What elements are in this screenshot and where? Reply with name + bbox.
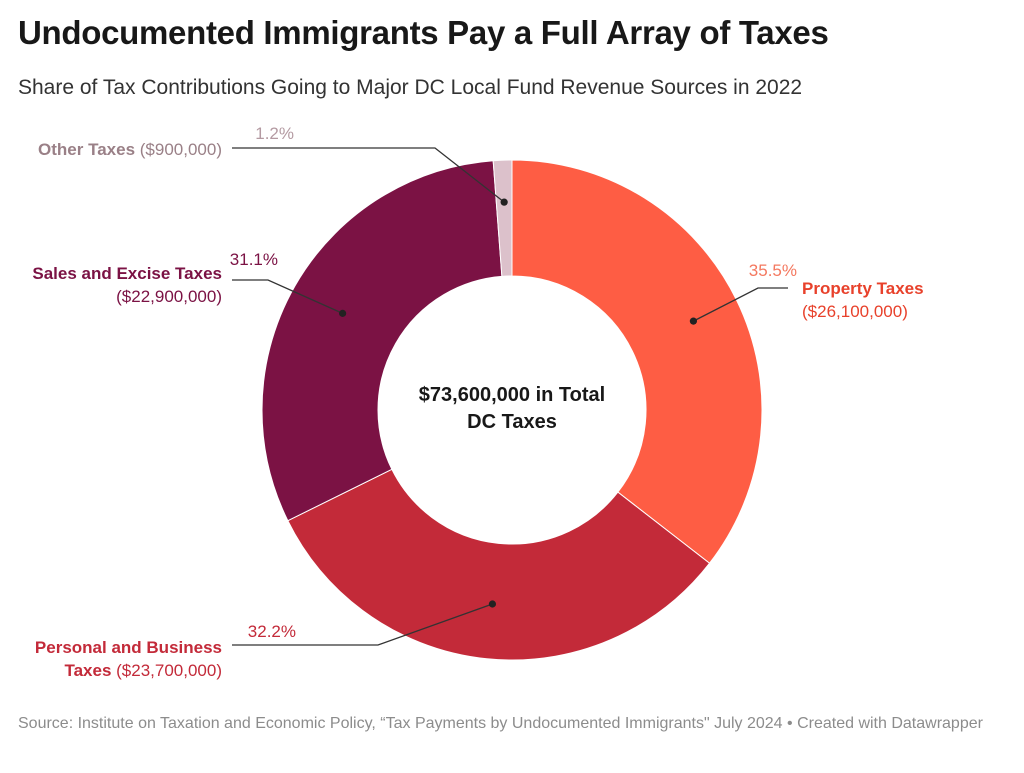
- slice-amount-property-taxes: ($26,100,000): [802, 302, 908, 321]
- slice-amount-other-taxes: ($900,000): [135, 140, 222, 159]
- pct-label-property-taxes: 35.5%: [749, 261, 797, 280]
- leader-dot-personal-and-business-taxes: [488, 600, 497, 608]
- slice-amount-personal-and-business-taxes: ($23,700,000): [111, 661, 222, 680]
- pct-label-personal-and-business-taxes: 32.2%: [248, 622, 296, 641]
- center-label-line: $73,600,000 in Total: [419, 384, 605, 406]
- donut-chart: $73,600,000 in Total DC Taxes 35.5% Proper…: [32, 124, 923, 680]
- leader-line-property-taxes: [693, 287, 788, 322]
- leader-line-personal-and-business-taxes: [232, 603, 493, 646]
- pct-label-sales-and-excise-taxes: 31.1%: [230, 250, 278, 269]
- leader-dot-sales-and-excise-taxes: [339, 309, 347, 317]
- slice-name-personal-and-business-taxes: Taxes ($23,700,000): [64, 661, 222, 680]
- slice-sales-and-excise-taxes: [261, 160, 503, 522]
- slice-property-taxes: [511, 159, 763, 564]
- chart-subtitle: Share of Tax Contributions Going to Majo…: [18, 76, 803, 99]
- slice-name-personal-and-business-taxes: Personal and Business: [35, 638, 222, 657]
- slice-other-taxes: [492, 159, 513, 277]
- center-label-line: DC Taxes: [467, 411, 557, 433]
- source-note: Source: Institute on Taxation and Econom…: [18, 715, 983, 732]
- donut-slices: [261, 159, 763, 661]
- leader-dot-other-taxes: [500, 198, 508, 206]
- slice-name-property-taxes: Property Taxes: [802, 279, 924, 298]
- leader-line-sales-and-excise-taxes: [232, 279, 343, 314]
- chart-title: Undocumented Immigrants Pay a Full Array…: [18, 14, 829, 51]
- slice-name-sales-and-excise-taxes: Sales and Excise Taxes: [32, 264, 222, 283]
- pct-label-other-taxes: 1.2%: [255, 124, 294, 143]
- slice-personal-and-business-taxes: [287, 468, 711, 661]
- leader-line-other-taxes: [232, 147, 505, 203]
- leader-dot-property-taxes: [689, 317, 698, 325]
- slice-name-other-taxes: Other Taxes ($900,000): [38, 140, 222, 159]
- slice-amount-sales-and-excise-taxes: ($22,900,000): [116, 287, 222, 306]
- slice-annotations: 35.5% Property Taxes ($26,100,000) 32.2% Per…: [32, 124, 923, 680]
- center-label: $73,600,000 in Total DC Taxes: [419, 384, 605, 433]
